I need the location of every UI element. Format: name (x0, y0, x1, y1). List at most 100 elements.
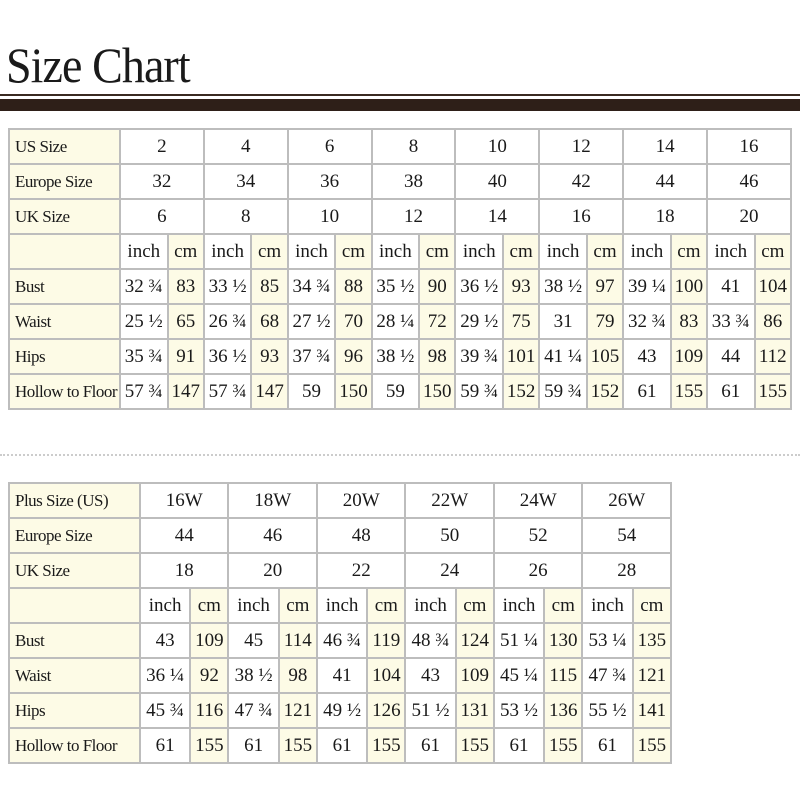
measure-cell: 38 ½ (370, 338, 421, 375)
measure-cell: 150 (418, 373, 457, 410)
title-bar (0, 99, 800, 111)
plus-size-table: Plus Size (US) 16W 18W 20W 22W 24W 26W Europe S… (8, 482, 673, 764)
measure-cell: 93 (250, 338, 289, 375)
measure-cell: 68 (250, 303, 289, 340)
measure-cell: 49 ½ (315, 692, 369, 729)
size-cell: 34 (202, 163, 289, 200)
measure-cell: 61 (492, 727, 546, 764)
measure-cell: 104 (753, 268, 793, 305)
unit-cm: cm (418, 233, 457, 270)
measure-cell: 45 ¾ (138, 692, 192, 729)
measure-cell: 41 (706, 268, 756, 305)
measure-cell: 36 ½ (454, 268, 505, 305)
size-cell: 2 (119, 128, 205, 165)
size-cell: 52 (492, 517, 584, 554)
row-label: Europe Size (8, 517, 141, 554)
size-cell: 10 (454, 128, 541, 165)
measure-cell: 53 ½ (492, 692, 546, 729)
size-cell: 10 (286, 198, 373, 235)
size-row: UK Size 18 20 22 24 26 28 (8, 552, 672, 589)
measure-cell: 90 (418, 268, 457, 305)
size-cell: 16 (706, 128, 792, 165)
unit-cm: cm (753, 233, 793, 270)
measure-cell: 61 (138, 727, 192, 764)
measure-cell: 47 ¾ (581, 657, 634, 694)
measure-cell: 92 (189, 657, 230, 694)
measure-cell: 121 (631, 657, 673, 694)
measure-cell: 39 ¼ (622, 268, 672, 305)
title-rule (0, 94, 800, 96)
unit-inch: inch (119, 233, 169, 270)
size-cell: 48 (315, 517, 407, 554)
measure-cell: 155 (454, 727, 495, 764)
measure-cell: 37 ¾ (286, 338, 337, 375)
measure-cell: 45 ¼ (492, 657, 546, 694)
row-label: Bust (8, 268, 121, 305)
size-cell: 8 (202, 198, 289, 235)
measure-cell: 59 (370, 373, 421, 410)
dotted-divider (0, 454, 800, 456)
measure-row: Waist 36 ¼ 92 38 ½ 98 41 104 43 109 45 ¼ 115 47 ¾ 12… (8, 657, 673, 694)
measure-cell: 109 (669, 338, 709, 375)
size-cell: 14 (622, 128, 709, 165)
measure-cell: 31 (538, 303, 588, 340)
measure-row: Hollow to Floor 61 155 61 155 61 155 61 155 61 155… (8, 727, 673, 764)
measure-row: Waist 25 ½ 65 26 ¾ 68 27 ½ 70 28 ¼ 72 29 ½ 75 31 79 3… (8, 303, 793, 340)
measure-cell: 150 (334, 373, 373, 410)
measure-cell: 135 (631, 622, 673, 659)
measure-cell: 155 (753, 373, 793, 410)
measure-cell: 112 (753, 338, 793, 375)
size-cell: 14 (454, 198, 541, 235)
measure-cell: 25 ½ (119, 303, 169, 340)
measure-cell: 116 (189, 692, 230, 729)
unit-inch: inch (227, 587, 280, 624)
row-label: Waist (8, 657, 141, 694)
measure-cell: 43 (622, 338, 672, 375)
measure-cell: 152 (502, 373, 541, 410)
measure-cell: 141 (631, 692, 673, 729)
measure-cell: 130 (543, 622, 584, 659)
row-label: UK Size (8, 198, 121, 235)
unit-cm: cm (585, 233, 625, 270)
size-cell: 22W (404, 482, 495, 519)
measure-row: Hollow to Floor 57 ¾ 147 57 ¾ 147 59 150 59 150 5… (8, 373, 793, 410)
measure-cell: 53 ¼ (581, 622, 634, 659)
measure-cell: 75 (502, 303, 541, 340)
size-row: Europe Size 32 34 36 38 40 42 44 46 (8, 163, 792, 200)
measure-cell: 32 ¾ (119, 268, 169, 305)
measure-cell: 61 (581, 727, 634, 764)
size-cell: 36 (286, 163, 373, 200)
row-label: US Size (8, 128, 121, 165)
unit-cm: cm (277, 587, 318, 624)
size-cell: 18 (138, 552, 230, 589)
size-cell: 20 (706, 198, 792, 235)
measure-cell: 36 ½ (202, 338, 253, 375)
size-cell: 50 (404, 517, 495, 554)
unit-inch: inch (286, 233, 337, 270)
measure-cell: 28 ¼ (370, 303, 421, 340)
measure-cell: 88 (334, 268, 373, 305)
row-label: Hollow to Floor (8, 373, 121, 410)
measure-cell: 86 (753, 303, 793, 340)
measure-cell: 57 ¾ (202, 373, 253, 410)
size-row: Europe Size 44 46 48 50 52 54 (8, 517, 672, 554)
unit-cm: cm (543, 587, 584, 624)
size-cell: 16W (138, 482, 230, 519)
measure-cell: 33 ¾ (706, 303, 756, 340)
measure-cell: 101 (502, 338, 541, 375)
measure-cell: 115 (543, 657, 584, 694)
row-label-empty (8, 587, 141, 624)
measure-cell: 61 (706, 373, 756, 410)
measure-cell: 35 ¾ (119, 338, 169, 375)
measure-cell: 44 (706, 338, 756, 375)
size-cell: 18 (622, 198, 709, 235)
measure-cell: 119 (366, 622, 407, 659)
size-cell: 40 (454, 163, 541, 200)
row-label-empty (8, 233, 121, 270)
measure-cell: 43 (138, 622, 192, 659)
measure-cell: 124 (454, 622, 495, 659)
measure-cell: 109 (189, 622, 230, 659)
unit-inch: inch (370, 233, 421, 270)
row-label: Waist (8, 303, 121, 340)
measure-cell: 45 (227, 622, 280, 659)
